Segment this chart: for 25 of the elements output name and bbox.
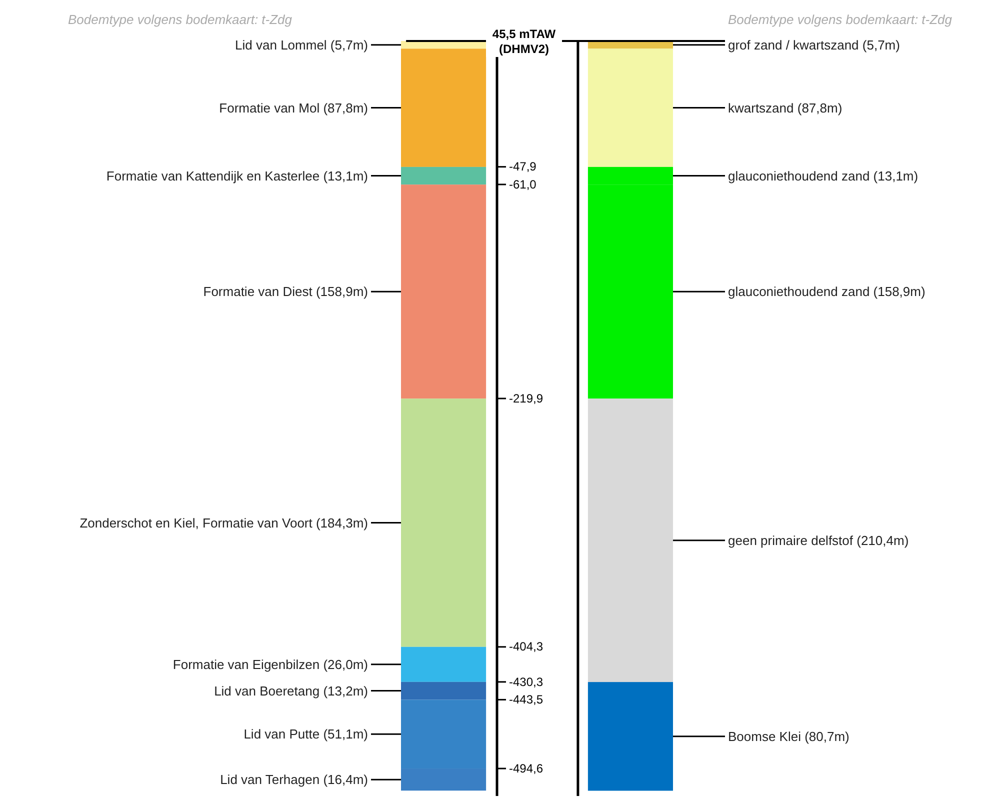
text: Lid van Boeretang (13,2m) [214, 683, 368, 698]
y-tick-label: -430,3 [509, 674, 544, 689]
text: Boomse Klei (80,7m) [728, 728, 850, 744]
text: glauconiethoudend zand (13,1m) [728, 168, 918, 184]
text: Formatie van Diest (158,9m) [203, 284, 368, 300]
text: Formatie van Kattendijk en Kasterlee (13,1m) [106, 168, 368, 184]
y-tick-label: -47,9 [509, 160, 537, 174]
text: kwartszand (87,8m) [728, 100, 842, 116]
y-tick-label: -404,3 [509, 640, 544, 654]
y-tick-label: -61,0 [509, 177, 537, 192]
y-tick-label: 45,5 mTAW (DHMV2) [492, 27, 556, 56]
text: glauconiethoudend zand (158,9m) [728, 284, 926, 300]
text: Lid van Terhagen (16,4m) [220, 772, 368, 788]
text: Bodemtype volgens bodemkaart: t-Zdg [728, 12, 953, 27]
text: Lid van Lommel (5,7m) [235, 37, 368, 52]
text: grof zand / kwartszand (5,7m) [728, 37, 900, 52]
text: Lid van Putte (51,1m) [244, 726, 368, 742]
text: Formatie van Mol (87,8m) [219, 100, 368, 116]
text: Zonderschot en Kiel, Formatie van Voort (184,3m) [80, 515, 368, 530]
text: geen primaire delfstof (210,4m) [728, 532, 909, 548]
y-tick-label: -443,5 [509, 692, 544, 707]
y-tick-label: -494,6 [509, 761, 544, 776]
text: Formatie van Eigenbilzen (26,0m) [172, 656, 368, 672]
y-tick-label: -219,9 [509, 391, 544, 406]
text: Bodemtype volgens bodemkaart: t-Zdg [68, 12, 293, 27]
